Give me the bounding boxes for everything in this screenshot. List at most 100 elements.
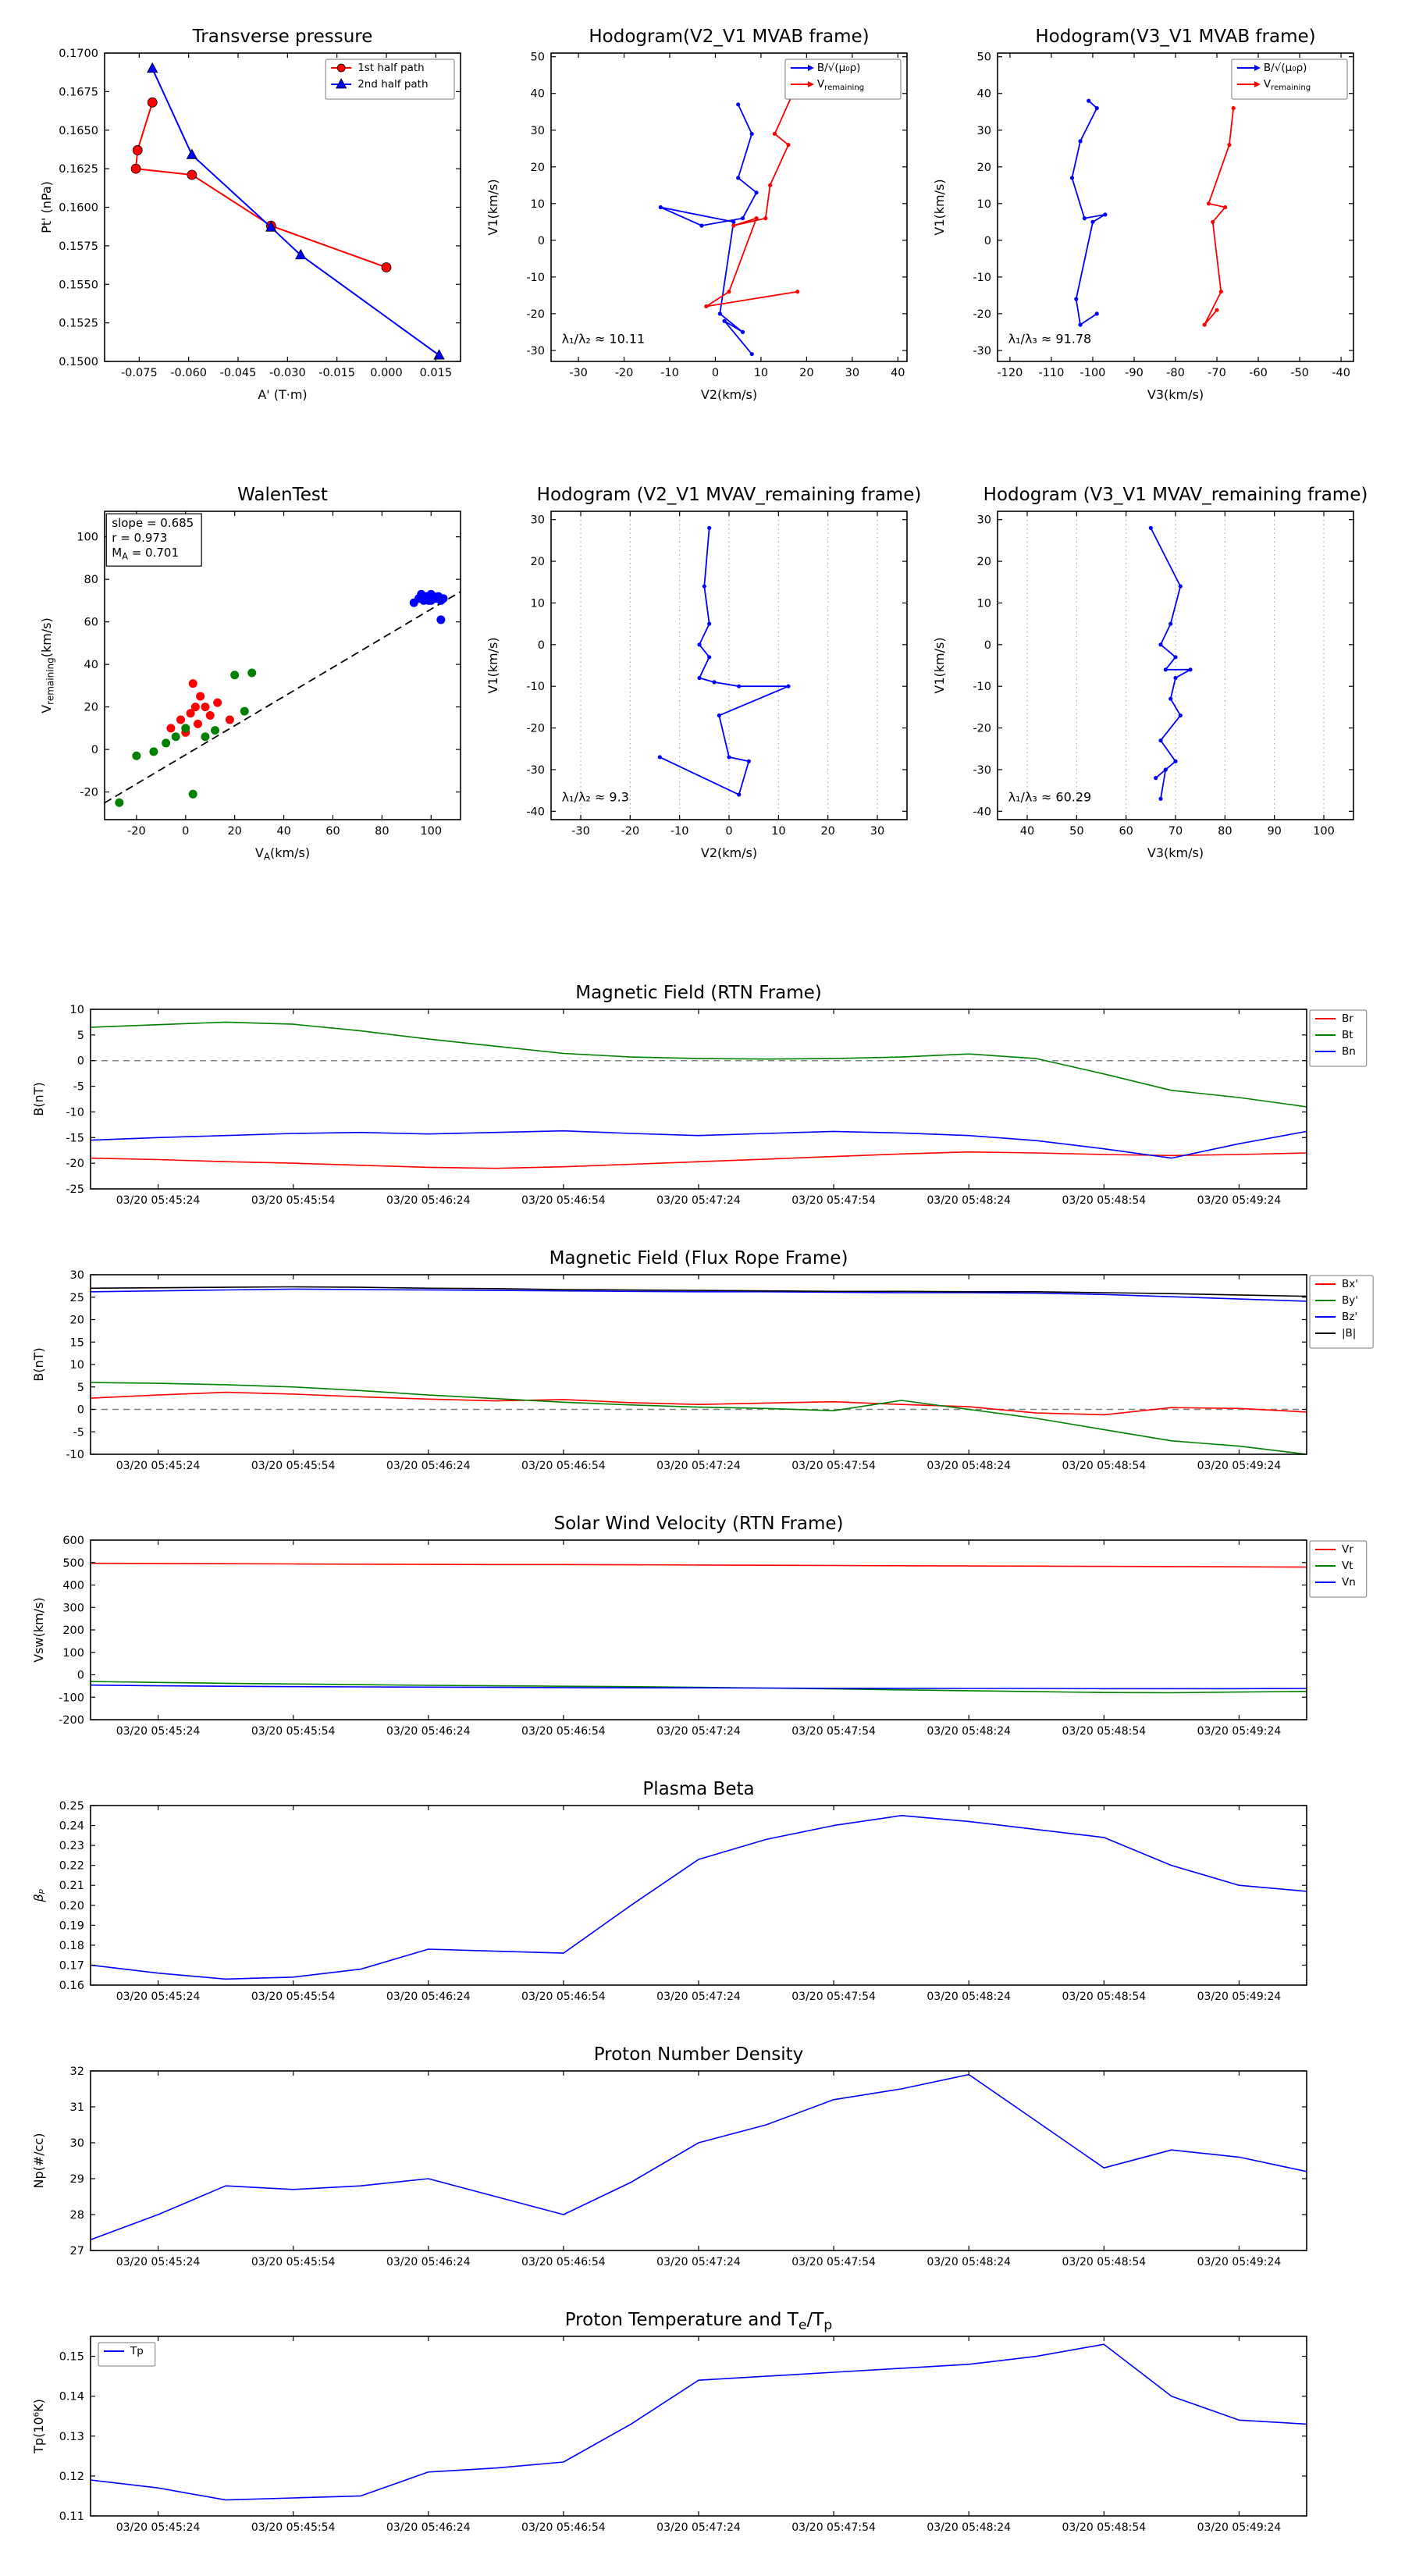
y-tick-label: 0.23 (59, 1840, 84, 1852)
chart-shape: 03/20 05:48:54 (1062, 2256, 1146, 2268)
series-1st-half-path (130, 97, 392, 272)
legend-label: Tp (130, 2345, 144, 2357)
y-tick-label: 0 (984, 639, 991, 652)
x-tick-label: 03/20 05:45:24 (116, 1725, 201, 1738)
chart-proton-temperature: 03/20 05:45:24 03/20 05:45:54 03/20 05:46:… (31, 2310, 1307, 2534)
chart-shape: 5 (77, 1030, 84, 1042)
chart-shape: 20 (531, 162, 545, 174)
chart-shape (91, 2336, 1307, 2516)
chart-shape (998, 511, 1353, 820)
chart-shape (660, 104, 757, 355)
chart-shape: -10 (526, 272, 545, 284)
y-tick-label: -40 (973, 806, 991, 818)
chart-shape (439, 594, 448, 603)
series-v-remaining (1202, 105, 1236, 327)
chart-shape: -10 (973, 272, 991, 284)
chart-shape (90, 1286, 1307, 1297)
x-tick-label: -0.030 (269, 367, 306, 379)
chart-shape (104, 591, 461, 804)
chart-title: Plasma Beta (642, 1779, 754, 1799)
y-tick-label: 50 (531, 52, 545, 64)
chart-shape: 0.015 (420, 367, 453, 379)
chart-shape: 03/20 05:49:24 (1197, 1194, 1282, 1207)
y-tick-label: 10 (531, 198, 545, 211)
row-walen-mvav: -20 0 20 40 60 80 100 -20 0 20 40 60 80 100 WalenTest V… (0, 479, 1405, 865)
y-tick-label: 27 (70, 2245, 84, 2258)
chart-shape: 2nd half path (357, 78, 428, 91)
x-tick-label: 60 (325, 825, 340, 838)
chart-shape (135, 101, 387, 269)
panel-magnetic-field-rtn: 03/20 05:45:24 03/20 05:45:54 03/20 05:46:… (30, 978, 1375, 1226)
chart-shape (705, 93, 798, 308)
x-tick-label: 03/20 05:49:24 (1197, 2256, 1282, 2268)
chart-shape: A (264, 852, 271, 863)
chart-shape: 03/20 05:46:54 (521, 2256, 606, 2268)
chart-shape: -20 (615, 367, 634, 379)
y-axis-label: V1(km/s) (932, 179, 947, 235)
legend: 1st half path 2nd half path (325, 59, 455, 100)
y-tick-label: 40 (531, 88, 545, 101)
chart-shape: 03/20 05:47:24 (656, 2256, 741, 2268)
y-tick-label: 10 (70, 1359, 84, 1372)
chart-shape: 03/20 05:46:54 (521, 1460, 606, 1472)
chart-shape: 0.000 (370, 367, 403, 379)
chart-shape: 03/20 05:47:24 (656, 1991, 741, 2003)
chart-shape: Vn (1342, 1576, 1356, 1589)
chart-shape: 0.1675 (59, 86, 98, 98)
axis-ticks: 03/20 05:45:24 03/20 05:45:54 03/20 05:46:… (66, 1269, 1307, 1472)
chart-shape (1204, 108, 1235, 326)
chart-shape: 0.25 (59, 1800, 84, 1813)
chart-shape: 03/20 05:46:54 (521, 1725, 606, 1738)
chart-shape (1163, 767, 1168, 772)
y-tick-label: 0.14 (59, 2391, 84, 2403)
chart-shape: 03/20 05:48:24 (927, 1991, 1011, 2003)
series-b-sqrt-mu0-rho- (658, 102, 759, 357)
chart-shape (1078, 322, 1083, 327)
y-tick-label: 20 (531, 556, 545, 568)
x-tick-label: 03/20 05:47:54 (791, 2521, 876, 2534)
y-tick-label: 30 (977, 514, 991, 527)
chart-shape: 30 (531, 514, 545, 527)
chart-shape: 03/20 05:45:24 (116, 1194, 201, 1207)
chart-shape (1082, 216, 1087, 221)
chart-shape: 500 (62, 1557, 84, 1570)
x-tick-label: 80 (1218, 825, 1232, 838)
series-vr (90, 1562, 1307, 1568)
x-tick-label: -20 (615, 367, 634, 379)
chart-shape: 10 (977, 198, 991, 211)
chart-shape: 03/20 05:46:54 (521, 2521, 606, 2534)
x-tick-label: 03/20 05:47:54 (791, 1991, 876, 2003)
chart-shape (1206, 201, 1211, 206)
chart-shape: Bt (1342, 1029, 1353, 1041)
chart-shape: 0 (91, 744, 98, 756)
chart-title: Magnetic Field (Flux Rope Frame) (550, 1248, 848, 1268)
y-tick-label: 0 (77, 1404, 84, 1417)
chart-shape: 03/20 05:48:24 (927, 1725, 1011, 1738)
chart-shape (90, 1562, 1307, 1568)
annotation-line: MA = 0.701 (112, 546, 179, 561)
chart-shape: 0 (182, 825, 189, 838)
chart-shape (1148, 525, 1153, 530)
chart-title: Solar Wind Velocity (RTN Frame) (553, 1514, 843, 1534)
series-bn (90, 1130, 1307, 1159)
chart-shape (91, 1540, 1307, 1720)
chart-shape (181, 724, 190, 733)
chart-shape: V1(km/s) (932, 637, 947, 693)
chart-shape (707, 655, 712, 660)
x-tick-label: 03/20 05:45:54 (251, 1991, 336, 2003)
axis-ticks: 40 50 60 70 80 90 100 -40 -30 -20 -10 0 10 20 30 (973, 511, 1353, 838)
chart-shape (740, 329, 745, 334)
y-tick-label: 30 (531, 514, 545, 527)
chart-shape: 20 (227, 825, 241, 838)
chart-shape: 0.11 (59, 2510, 84, 2523)
chart-shape: 03/20 05:48:54 (1062, 1725, 1146, 1738)
chart-shape: 03/20 05:45:54 (251, 2521, 336, 2534)
chart-shape: 0.1625 (59, 163, 98, 176)
y-axis-label: V1(km/s) (486, 637, 500, 693)
chart-shape (1074, 297, 1079, 301)
chart-shape: 0.15 (59, 2351, 84, 2364)
legend-label: Bn (1342, 1045, 1356, 1058)
axis-ticks: -30 -20 -10 0 10 20 30 -40 -30 -20 -10 0 10 20 30 (526, 511, 907, 838)
chart-shape: -5 (73, 1081, 84, 1094)
series-v-remaining (704, 91, 800, 309)
